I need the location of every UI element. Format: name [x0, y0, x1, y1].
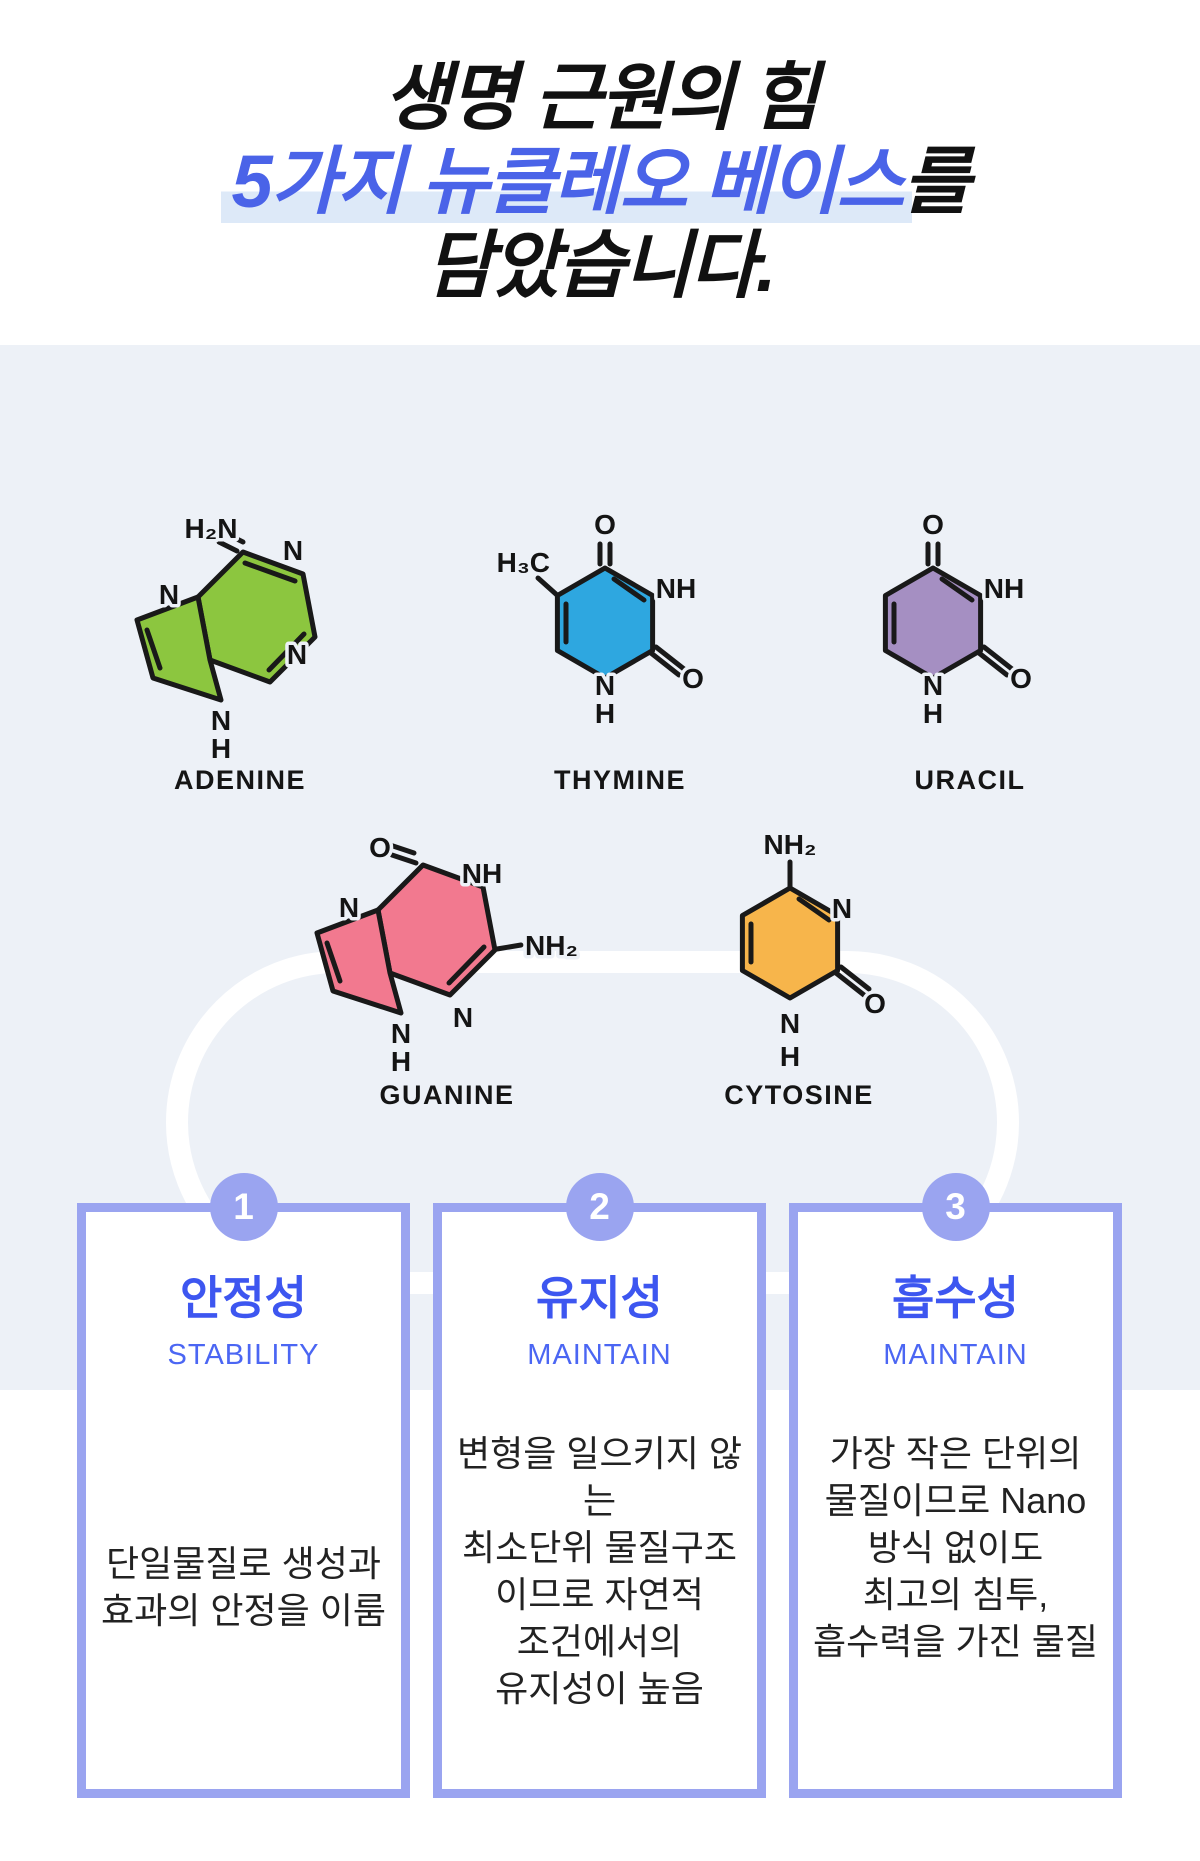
atom-label: O: [922, 509, 944, 540]
cytosine-structure: NH₂ N O N H: [685, 818, 895, 1078]
atom-label: H: [391, 1046, 411, 1077]
atom-label: N: [339, 892, 359, 923]
atom-label: N: [283, 535, 303, 566]
card-body-line: 최소단위 물질구조: [462, 1527, 737, 1568]
atom-label: O: [594, 509, 616, 540]
atom-label: N: [923, 670, 943, 701]
title-suffix: 를: [902, 140, 970, 223]
title-line-3: 담았습니다.: [425, 224, 777, 307]
card-body-line: 흡수력을 가진 물질: [813, 1621, 1098, 1662]
card-title: 안정성: [180, 1272, 307, 1324]
atom-label: N: [832, 893, 852, 924]
title-highlight: 5가지 뉴클레오 베이스: [221, 140, 913, 223]
title-line-2: 5가지 뉴클레오 베이스를: [0, 140, 1200, 224]
atom-label: NH₂: [525, 930, 578, 961]
atom-label: H: [211, 733, 231, 764]
feature-card-stability: 1 안정성 STABILITY 단일물질로 생성과 효과의 안정을 이룸: [77, 1173, 410, 1798]
thymine-diagram: O H₃C NH O N H: [493, 506, 707, 733]
atom-label: NH: [984, 573, 1024, 604]
atom-label: H: [595, 698, 615, 729]
card-body-line: 변형을 일으키지 않는: [457, 1433, 742, 1521]
card-number-badge: 2: [565, 1173, 634, 1241]
uracil-diagram: O NH O N H: [882, 506, 1035, 733]
page-title: 생명 근원의 힘 5가지 뉴클레오 베이스를 담았습니다.: [0, 0, 1200, 308]
cytosine-label: CYTOSINE: [724, 1080, 874, 1110]
atom-label: N: [159, 579, 179, 610]
thymine-label: THYMINE: [554, 765, 686, 795]
atom-label: H₂N: [185, 513, 238, 544]
thymine-structure: O H₃C NH O N H: [493, 498, 710, 748]
cytosine-diagram: NH₂ N O N H: [739, 826, 889, 1076]
card-number-badge: 3: [921, 1173, 990, 1241]
atom-label: NH: [462, 858, 502, 889]
atom-label: O: [369, 832, 391, 863]
atom-label: N: [391, 1018, 411, 1049]
feature-card-absorption: 3 흡수성 MAINTAIN 가장 작은 단위의 물질이므로 Nano 방식 없…: [789, 1173, 1122, 1798]
card-body-line: 최고의 침투,: [862, 1574, 1049, 1615]
card-title: 흡수성: [892, 1272, 1019, 1324]
card-body-line: 가장 작은 단위의: [829, 1433, 1082, 1474]
guanine-structure: O NH NH₂ N N N H: [305, 795, 581, 1105]
card-subtitle: MAINTAIN: [883, 1339, 1028, 1371]
card-body-line: 유지성이 높음: [495, 1668, 704, 1709]
card-body-line: 효과의 안정을 이룸: [101, 1590, 386, 1631]
adenine-structure: H₂N N N N N H: [125, 482, 375, 792]
card-body: 단일물질로 생성과 효과의 안정을 이룸: [86, 1540, 401, 1634]
atom-label: O: [682, 663, 704, 694]
card-body-line: 조건에서의: [516, 1621, 683, 1662]
feature-card-maintain: 2 유지성 MAINTAIN 변형을 일으키지 않는 최소단위 물질구조 이므로…: [433, 1173, 766, 1798]
card-body-line: 이므로 자연적: [495, 1574, 704, 1615]
atom-label: N: [211, 705, 231, 736]
card-title: 유지성: [536, 1272, 663, 1324]
guanine-label: GUANINE: [379, 1080, 515, 1110]
atom-label: H₃C: [497, 547, 550, 578]
card-number-badge: 1: [209, 1173, 278, 1241]
uracil-label: URACIL: [914, 765, 1026, 795]
card-subtitle: STABILITY: [167, 1339, 320, 1371]
guanine-diagram: O NH NH₂ N N N H: [314, 829, 581, 1081]
atom-label: O: [864, 988, 886, 1019]
atom-label: NH: [656, 573, 696, 604]
atom-label: N: [780, 1008, 800, 1039]
card-body-line: 물질이므로 Nano: [824, 1480, 1087, 1521]
title-line-1: 생명 근원의 힘: [383, 56, 819, 139]
atom-label: NH₂: [764, 829, 817, 860]
adenine-diagram: H₂N N N N N H: [134, 510, 318, 768]
adenine-label: ADENINE: [173, 765, 307, 795]
card-body-line: 방식 없이도: [867, 1527, 1044, 1568]
atom-label: H: [780, 1041, 800, 1072]
atom-label: N: [453, 1002, 473, 1033]
atom-label: N: [287, 639, 307, 670]
uracil-structure: O NH O N H: [828, 498, 1038, 748]
header: 생명 근원의 힘 5가지 뉴클레오 베이스를 담았습니다.: [0, 0, 1200, 345]
card-subtitle: MAINTAIN: [527, 1339, 672, 1371]
atom-label: H: [923, 698, 943, 729]
card-body: 변형을 일으키지 않는 최소단위 물질구조 이므로 자연적 조건에서의 유지성이…: [442, 1430, 757, 1712]
atom-label: N: [595, 670, 615, 701]
atom-label: O: [1010, 663, 1032, 694]
card-body-line: 단일물질로 생성과: [106, 1543, 381, 1584]
card-body: 가장 작은 단위의 물질이므로 Nano 방식 없이도 최고의 침투, 흡수력을…: [798, 1430, 1113, 1665]
